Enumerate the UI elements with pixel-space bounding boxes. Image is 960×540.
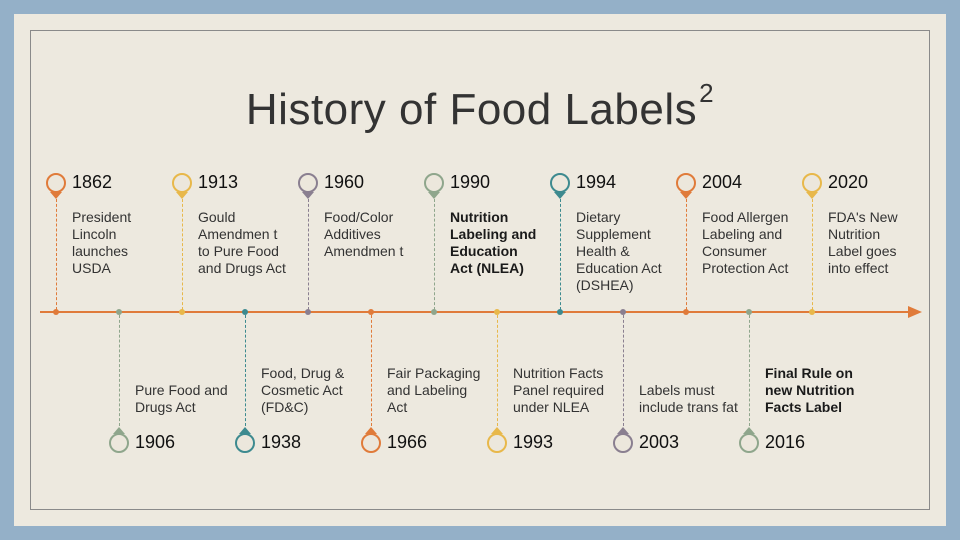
milestone-description: FDA's New Nutrition Label goes into effe…: [828, 209, 898, 276]
milestone-year: 1862: [72, 172, 113, 192]
milestone-year: 1913: [198, 172, 239, 192]
milestone-description: Final Rule on new Nutrition Facts Label: [765, 365, 855, 415]
milestone-description: Nutrition Facts Panel required under NLE…: [513, 365, 605, 415]
milestone-description: Dietary Supplement Health & Education Ac…: [576, 209, 662, 293]
milestone-pointer-icon: [365, 427, 377, 434]
milestone-pointer-icon: [680, 192, 692, 199]
slide-background: [14, 14, 946, 526]
milestone-description: Fair Packaging and Labeling Act: [387, 365, 481, 415]
milestone-pointer-icon: [50, 192, 62, 199]
milestone-description: Labels must include trans fat: [639, 382, 738, 415]
milestone-year: 1994: [576, 172, 617, 192]
axis-marker: [746, 309, 752, 315]
milestone-connector: [56, 199, 57, 310]
title-text: History of Food Labels: [245, 85, 698, 134]
milestone-circle-icon: [487, 433, 507, 453]
milestone-connector: [497, 315, 498, 426]
milestone-connector: [371, 315, 372, 426]
milestone-description: Food/Color Additives Amendmen t: [324, 209, 404, 259]
milestone-pointer-icon: [806, 192, 818, 199]
milestone-year: 2020: [828, 172, 869, 192]
milestone-pointer-icon: [491, 427, 503, 434]
axis-marker: [683, 309, 689, 315]
milestone-description: Nutrition Labeling and Education Act (NL…: [450, 209, 537, 276]
timeline-arrowhead: [908, 306, 922, 318]
milestone-pointer-icon: [176, 192, 188, 199]
milestone-pointer-icon: [743, 427, 755, 434]
milestone-connector: [119, 315, 120, 426]
milestone-circle-icon: [802, 173, 822, 193]
milestone-description: Food, Drug & Cosmetic Act (FD&C): [261, 365, 345, 415]
milestone-connector: [560, 199, 561, 310]
milestone-circle-icon: [235, 433, 255, 453]
milestone-year: 1960: [324, 172, 365, 192]
milestone-pointer-icon: [239, 427, 251, 434]
milestone-year: 2004: [702, 172, 743, 192]
milestone-circle-icon: [739, 433, 759, 453]
milestone-connector: [434, 199, 435, 310]
milestone-connector: [245, 315, 246, 426]
milestone-circle-icon: [298, 173, 318, 193]
milestone-year: 1990: [450, 172, 491, 192]
milestone-circle-icon: [361, 433, 381, 453]
milestone-connector: [812, 199, 813, 310]
axis-marker: [809, 309, 815, 315]
axis-marker: [431, 309, 437, 315]
axis-marker: [368, 309, 374, 315]
milestone-circle-icon: [613, 433, 633, 453]
milestone-description: Gould Amendmen t to Pure Food and Drugs …: [198, 209, 286, 276]
milestone-year: 1993: [513, 432, 554, 452]
timeline-axis: [40, 311, 910, 313]
milestone-description: Pure Food and Drugs Act: [135, 382, 228, 415]
milestone-pointer-icon: [554, 192, 566, 199]
milestone-year: 2003: [639, 432, 680, 452]
milestone-circle-icon: [424, 173, 444, 193]
slide-title: History of Food Labels2: [0, 78, 960, 135]
milestone-pointer-icon: [113, 427, 125, 434]
milestone-circle-icon: [109, 433, 129, 453]
milestone-connector: [623, 315, 624, 426]
milestone-connector: [308, 199, 309, 310]
milestone-circle-icon: [676, 173, 696, 193]
axis-marker: [494, 309, 500, 315]
milestone-circle-icon: [172, 173, 192, 193]
axis-marker: [620, 309, 626, 315]
milestone-connector: [182, 199, 183, 310]
milestone-year: 1966: [387, 432, 428, 452]
milestone-description: President Lincoln launches USDA: [72, 209, 132, 276]
axis-marker: [179, 309, 185, 315]
milestone-circle-icon: [550, 173, 570, 193]
axis-marker: [557, 309, 563, 315]
milestone-year: 1938: [261, 432, 302, 452]
milestone-year: 2016: [765, 432, 806, 452]
milestone-connector: [749, 315, 750, 426]
axis-marker: [242, 309, 248, 315]
axis-marker: [116, 309, 122, 315]
axis-marker: [305, 309, 311, 315]
milestone-circle-icon: [46, 173, 66, 193]
milestone-description: Food Allergen Labeling and Consumer Prot…: [702, 209, 789, 276]
milestone-pointer-icon: [428, 192, 440, 199]
milestone-pointer-icon: [302, 192, 314, 199]
milestone-pointer-icon: [617, 427, 629, 434]
milestone-year: 1906: [135, 432, 176, 452]
title-superscript: 2: [699, 78, 715, 108]
milestone-connector: [686, 199, 687, 310]
axis-marker: [53, 309, 59, 315]
slide-frame: [30, 30, 930, 510]
